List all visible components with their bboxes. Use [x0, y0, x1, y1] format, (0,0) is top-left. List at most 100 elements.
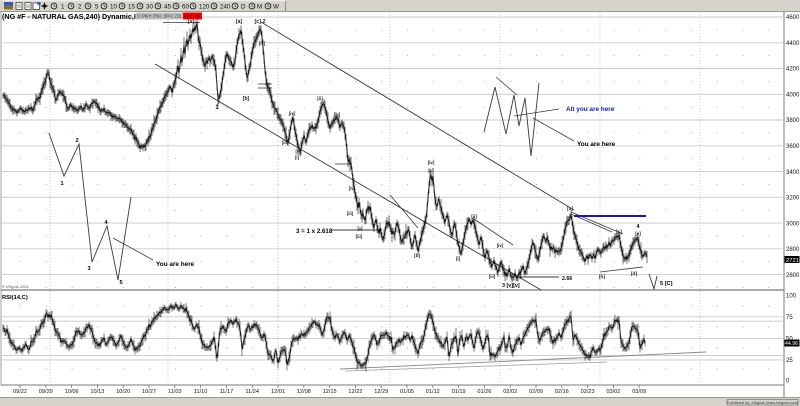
- svg-text:45: 45: [164, 4, 171, 11]
- svg-text:4600: 4600: [786, 15, 800, 21]
- svg-text:[a]: [a]: [567, 206, 573, 212]
- svg-text:01/19: 01/19: [452, 389, 466, 395]
- svg-text:11/03: 11/03: [168, 389, 182, 395]
- svg-text:2: 2: [75, 138, 78, 144]
- svg-text:3600: 3600: [786, 144, 800, 150]
- svg-text:1: 1: [60, 181, 63, 187]
- svg-text:2600: 2600: [786, 273, 800, 279]
- svg-text:[e]: [e]: [635, 231, 641, 236]
- svg-text:12/01: 12/01: [271, 389, 285, 395]
- svg-text:4: 4: [637, 224, 640, 230]
- svg-text:1: 1: [215, 105, 219, 111]
- svg-text:0: 0: [786, 379, 790, 385]
- svg-text:[iv]: [iv]: [334, 112, 341, 117]
- svg-text:[i]: [i]: [295, 155, 300, 160]
- svg-text:2.66: 2.66: [562, 276, 572, 282]
- svg-text:09/22: 09/22: [13, 389, 27, 395]
- svg-text:W: W: [273, 4, 279, 11]
- svg-text:Published by: eSignal (www.esi: Published by: eSignal (www.esignal.com): [727, 400, 799, 405]
- svg-text:12/15: 12/15: [323, 389, 337, 395]
- svg-text:10/20: 10/20: [116, 389, 130, 395]
- svg-text:75: 75: [786, 315, 793, 321]
- svg-text:RSI(14,C): RSI(14,C): [2, 295, 28, 301]
- svg-text:4000: 4000: [786, 93, 800, 99]
- svg-text:2: 2: [78, 4, 82, 11]
- svg-text:[iii]: [iii]: [356, 234, 363, 239]
- svg-text:D: D: [241, 4, 246, 11]
- svg-text:10/13: 10/13: [90, 389, 104, 395]
- svg-text:2800: 2800: [786, 247, 800, 253]
- svg-text:25: 25: [786, 358, 793, 364]
- svg-text:02/09: 02/09: [529, 389, 543, 395]
- svg-text:3000: 3000: [786, 221, 800, 227]
- svg-text:3 = 1 x 2.618: 3 = 1 x 2.618: [296, 228, 333, 235]
- svg-text:[c]: [c]: [428, 168, 434, 173]
- svg-text:12/08: 12/08: [297, 389, 311, 395]
- svg-text:[iv]: [iv]: [259, 41, 266, 46]
- svg-text:[v]: [v]: [357, 226, 363, 231]
- svg-text:15: 15: [128, 4, 135, 11]
- svg-text:11/17: 11/17: [220, 389, 234, 395]
- svg-text:1: 1: [61, 4, 65, 11]
- svg-text:Net: -73: Net: -73: [185, 14, 200, 19]
- svg-text:03/09: 03/09: [632, 389, 646, 395]
- svg-text:[b]: [b]: [599, 274, 606, 280]
- svg-text:[c]: [c]: [616, 229, 622, 235]
- svg-text:3400: 3400: [786, 170, 800, 176]
- svg-text:120: 120: [199, 4, 210, 11]
- svg-text:[ii]: [ii]: [317, 96, 323, 101]
- svg-text:[v]: [v]: [188, 19, 194, 25]
- svg-text:[b]: [b]: [414, 253, 420, 258]
- svg-text:10/27: 10/27: [142, 389, 156, 395]
- svg-text:11/10: 11/10: [194, 389, 208, 395]
- svg-text:4: 4: [104, 220, 108, 226]
- svg-text:02/02: 02/02: [503, 389, 517, 395]
- svg-text:[iv]: [iv]: [289, 111, 296, 116]
- svg-text:Alt you are here: Alt you are here: [566, 106, 615, 113]
- svg-text:[iii]: [iii]: [489, 274, 496, 279]
- svg-text:3200: 3200: [786, 196, 800, 202]
- svg-text:[iv]: [iv]: [497, 243, 504, 248]
- svg-text:09/29: 09/29: [39, 389, 53, 395]
- svg-text:[a]: [a]: [236, 19, 242, 25]
- svg-text:10/06: 10/06: [65, 389, 79, 395]
- svg-text:02/23: 02/23: [581, 389, 595, 395]
- svg-text:12/29: 12/29: [374, 389, 388, 395]
- svg-text:2721: 2721: [786, 258, 799, 264]
- svg-text:5: 5: [119, 280, 122, 286]
- svg-text:10: 10: [110, 4, 117, 11]
- svg-text:01/12: 01/12: [426, 389, 440, 395]
- svg-text:O: 2749 H: 2759 L: 2674 C: 272: O: 2749 H: 2759 L: 2674 C: 2721: [138, 14, 182, 19]
- svg-text:4400: 4400: [786, 41, 800, 47]
- svg-text:You are here: You are here: [156, 261, 195, 268]
- svg-text:100: 100: [786, 294, 797, 300]
- svg-text:5 [C]: 5 [C]: [660, 281, 673, 287]
- svg-text:(NG #F - NATURAL GAS,240) Dyna: (NG #F - NATURAL GAS,240) Dynamic,I: [2, 12, 136, 21]
- svg-text:You are here: You are here: [577, 141, 616, 148]
- svg-text:44.96: 44.96: [785, 341, 798, 347]
- svg-text:240: 240: [220, 4, 231, 11]
- svg-text:02/16: 02/16: [555, 389, 569, 395]
- svg-text:3800: 3800: [786, 118, 800, 124]
- svg-text:3 [v][v]: 3 [v][v]: [502, 283, 520, 289]
- svg-text:[iii]: [iii]: [282, 140, 289, 145]
- svg-text:60: 60: [182, 4, 189, 11]
- svg-text:[i]: [i]: [456, 256, 461, 261]
- svg-text:12/22: 12/22: [348, 389, 362, 395]
- svg-text:01/05: 01/05: [400, 389, 414, 395]
- svg-text:[iv]: [iv]: [428, 160, 435, 165]
- svg-text:03/02: 03/02: [606, 389, 620, 395]
- svg-text:3: 3: [87, 266, 90, 272]
- svg-text:[b]: [b]: [243, 96, 250, 102]
- svg-text:[iv]: [iv]: [349, 186, 356, 191]
- svg-text:[iii]: [iii]: [347, 211, 354, 216]
- svg-text:[c] 2: [c] 2: [254, 19, 265, 25]
- svg-text:4200: 4200: [786, 67, 800, 73]
- svg-text:01/26: 01/26: [477, 389, 491, 395]
- svg-text:11/24: 11/24: [245, 389, 259, 395]
- svg-text:[v]: [v]: [295, 149, 301, 154]
- svg-text:[d]: [d]: [631, 271, 638, 277]
- svg-text:30: 30: [146, 4, 153, 11]
- svg-text:5: 5: [95, 4, 99, 11]
- svg-text:© eSignal, 2011: © eSignal, 2011: [2, 285, 29, 289]
